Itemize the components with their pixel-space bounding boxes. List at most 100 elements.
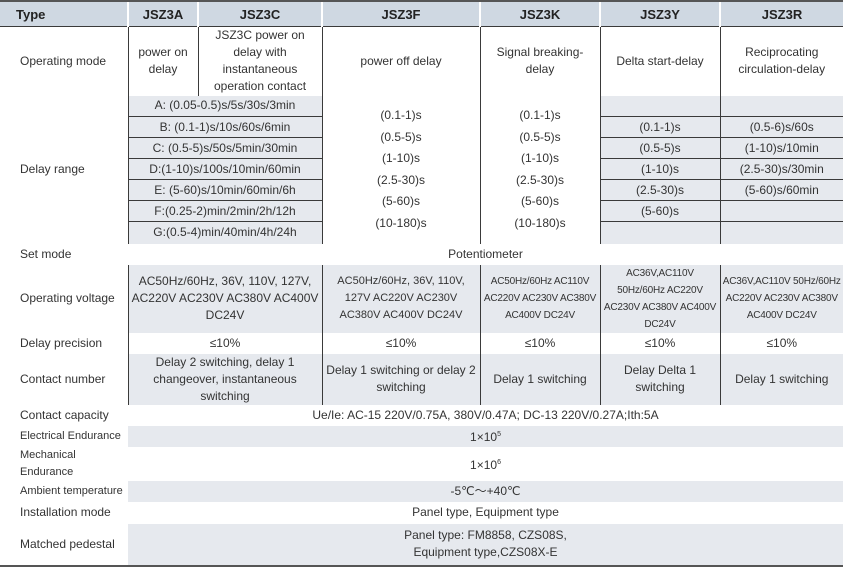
row-installation-mode: Installation mode Panel type, Equipment …: [0, 501, 843, 524]
delay-range-jsz3k: (0.1-1)s (0.5-5)s (1-10)s (2.5-30)s (5-6…: [479, 95, 600, 244]
voltage-jsz3r: AC36V,AC110V 50Hz/60Hz AC220V AC230V AC3…: [719, 264, 843, 333]
mode-jsz3r: Reciprocating circulation-delay: [719, 26, 843, 96]
delay-range-subrow: E: (5-60)s/10min/60min/6h (2.5-30)s (5-6…: [0, 179, 843, 201]
row-operating-voltage: Operating voltage AC50Hz/60Hz, 36V, 110V…: [0, 264, 843, 333]
precision-jsz3a-c: ≤10%: [127, 332, 322, 354]
contact-jsz3r: Delay 1 switching: [719, 353, 843, 405]
delay-range-ac-item: B: (0.1-1)s/10s/60s/6min: [127, 116, 322, 138]
delay-range-jsz3r-item: (1-10)s/10min: [719, 137, 843, 159]
delay-range-ac-item: A: (0.05-0.5)s/5s/30s/3min: [127, 95, 322, 117]
delay-range-jsz3r-item: (0.5-6)s/60s: [719, 116, 843, 138]
delay-range-jsz3r-item: (2.5-30)s/30min: [719, 158, 843, 180]
delay-range-jsz3f-item: (10-180)s: [375, 215, 427, 230]
delay-range-jsz3y-item: (0.1-1)s: [599, 116, 720, 138]
delay-range-jsz3k-item: (0.1-1)s: [519, 108, 561, 122]
type-header: Type: [0, 0, 128, 27]
mechanical-endurance-exp: 6: [497, 458, 501, 466]
label-mechanical-endurance: Mechanical Endurance: [0, 446, 128, 481]
delay-range-jsz3f-item: (5-60)s: [381, 194, 420, 208]
precision-jsz3y: ≤10%: [599, 332, 720, 354]
label-operating-mode: Operating mode: [0, 26, 128, 96]
col-jsz3f: JSZ3F: [321, 0, 480, 27]
mechanical-endurance-value: 1×106: [128, 446, 843, 481]
row-ambient-temperature: Ambient temperature -5℃～+40℃: [0, 480, 843, 502]
delay-range-jsz3y-empty: [599, 221, 720, 244]
row-operating-mode: Operating mode power on delay JSZ3C powe…: [0, 26, 843, 96]
label-contact-number: Contact number: [0, 353, 128, 405]
delay-range-jsz3y-item: (1-10)s: [599, 158, 720, 180]
voltage-jsz3a-c: AC50Hz/60Hz, 36V, 110V, 127V, AC220V AC2…: [127, 264, 322, 333]
label-delay-precision: Delay precision: [0, 332, 128, 354]
delay-range-jsz3k-item: (2.5-30)s: [515, 172, 565, 187]
mode-jsz3k: Signal breaking-delay: [479, 26, 600, 96]
delay-range-subrow: C: (0.5-5)s/50s/5min/30min (0.5-5)s (1-1…: [0, 137, 843, 159]
col-jsz3r: JSZ3R: [719, 0, 843, 27]
label-delay-range: Delay range: [0, 95, 128, 244]
delay-range-jsz3k-item: (10-180)s: [514, 215, 566, 230]
contact-jsz3k: Delay 1 switching: [479, 353, 600, 405]
installation-mode-value: Panel type, Equipment type: [128, 501, 843, 524]
delay-range-subrow: G:(0.5-4)min/40min/4h/24h: [0, 221, 843, 244]
mode-jsz3y: Delta start-delay: [599, 26, 720, 96]
delay-range-subrow: D:(1-10)s/100s/10min/60min (1-10)s (2.5-…: [0, 158, 843, 180]
row-contact-number: Contact number Delay 2 switching, delay …: [0, 353, 843, 405]
electrical-endurance-exp: 5: [497, 431, 501, 438]
delay-range-ac-item: F:(0.25-2)min/2min/2h/12h: [127, 200, 322, 222]
delay-range-jsz3y-empty: [599, 95, 720, 117]
contact-jsz3f: Delay 1 switching or delay 2 switching: [321, 353, 480, 405]
mechanical-endurance-base: 1×10: [470, 457, 498, 472]
label-operating-voltage: Operating voltage: [0, 264, 128, 333]
label-installation-mode: Installation mode: [0, 501, 128, 524]
voltage-jsz3k: AC50Hz/60Hz AC110V AC220V AC230V AC380V …: [479, 264, 600, 333]
delay-range-jsz3r-item: (5-60)s/60min: [719, 179, 843, 201]
delay-range-jsz3y-item: (5-60)s: [599, 200, 720, 222]
voltage-jsz3f: AC50Hz/60Hz, 36V, 110V, 127V AC220V AC23…: [321, 264, 480, 333]
delay-range-jsz3r-empty: [719, 221, 843, 244]
col-jsz3a: JSZ3A: [127, 0, 198, 27]
row-set-mode: Set mode Potentiometer: [0, 243, 843, 265]
row-delay-precision: Delay precision ≤10% ≤10% ≤10% ≤10% ≤10%: [0, 332, 843, 354]
delay-range-jsz3f-item: (2.5-30)s: [376, 172, 426, 187]
delay-range-ac-item: D:(1-10)s/100s/10min/60min: [127, 158, 322, 180]
delay-range-jsz3r-empty: [719, 95, 843, 117]
row-delay-range: Delay range A: (0.05-0.5)s/5s/30s/3min (…: [0, 95, 843, 244]
col-jsz3c: JSZ3C: [197, 0, 322, 27]
precision-jsz3f: ≤10%: [321, 332, 480, 354]
set-mode-value: Potentiometer: [128, 243, 843, 265]
delay-range-subrow: B: (0.1-1)s/10s/60s/6min (0.1-1)s (0.5-6…: [0, 116, 843, 138]
delay-range-jsz3r-empty: [719, 200, 843, 222]
label-ambient-temperature: Ambient temperature: [0, 480, 128, 502]
delay-range-ac-item: E: (5-60)s/10min/60min/6h: [127, 179, 322, 201]
contact-jsz3a-c: Delay 2 switching, delay 1 changeover, i…: [127, 353, 322, 405]
delay-range-jsz3y-item: (2.5-30)s: [599, 179, 720, 201]
label-set-mode: Set mode: [0, 243, 128, 265]
delay-range-jsz3y-item: (0.5-5)s: [599, 137, 720, 159]
label-matched-pedestal: Matched pedestal: [0, 523, 128, 567]
ambient-temperature-value: -5℃～+40℃: [128, 480, 843, 502]
electrical-endurance-base: 1×10: [470, 430, 498, 444]
row-contact-capacity: Contact capacity Ue/Ie: AC-15 220V/0.75A…: [0, 404, 843, 426]
mode-jsz3f: power off delay: [321, 26, 480, 96]
contact-capacity-value: Ue/Ie: AC-15 220V/0.75A, 380V/0.47A; DC-…: [128, 404, 843, 426]
voltage-jsz3y: AC36V,AC110V 50Hz/60Hz AC220V AC230V AC3…: [599, 264, 720, 333]
electrical-endurance-value: 1×105: [128, 425, 843, 447]
label-electrical-endurance: Electrical Endurance: [0, 425, 128, 447]
delay-range-jsz3f-item: (1-10)s: [381, 151, 420, 165]
precision-jsz3r: ≤10%: [719, 332, 843, 354]
delay-range-jsz3f-item: (0.1-1)s: [380, 108, 422, 122]
row-matched-pedestal: Matched pedestal Panel type: FM8858, CZS…: [0, 523, 843, 567]
row-electrical-endurance: Electrical Endurance 1×105: [0, 425, 843, 447]
delay-range-ac-item: C: (0.5-5)s/50s/5min/30min: [127, 137, 322, 159]
col-jsz3y: JSZ3Y: [599, 0, 720, 27]
delay-range-jsz3k-item: (1-10)s: [520, 151, 559, 165]
row-mechanical-endurance: Mechanical Endurance 1×106: [0, 446, 843, 481]
matched-pedestal-line1: Panel type: FM8858, CZS08S,: [404, 528, 567, 542]
col-jsz3k: JSZ3K: [479, 0, 600, 27]
matched-pedestal-line2: Equipment type,CZS08X-E: [413, 545, 558, 559]
delay-range-ac-item: G:(0.5-4)min/40min/4h/24h: [127, 221, 322, 244]
delay-range-jsz3k-item: (5-60)s: [520, 194, 559, 208]
matched-pedestal-value: Panel type: FM8858, CZS08S, Equipment ty…: [128, 523, 843, 567]
header-row: Type JSZ3A JSZ3C JSZ3F JSZ3K JSZ3Y JSZ3R: [0, 0, 843, 27]
contact-jsz3y: Delay Delta 1 switching: [599, 353, 720, 405]
